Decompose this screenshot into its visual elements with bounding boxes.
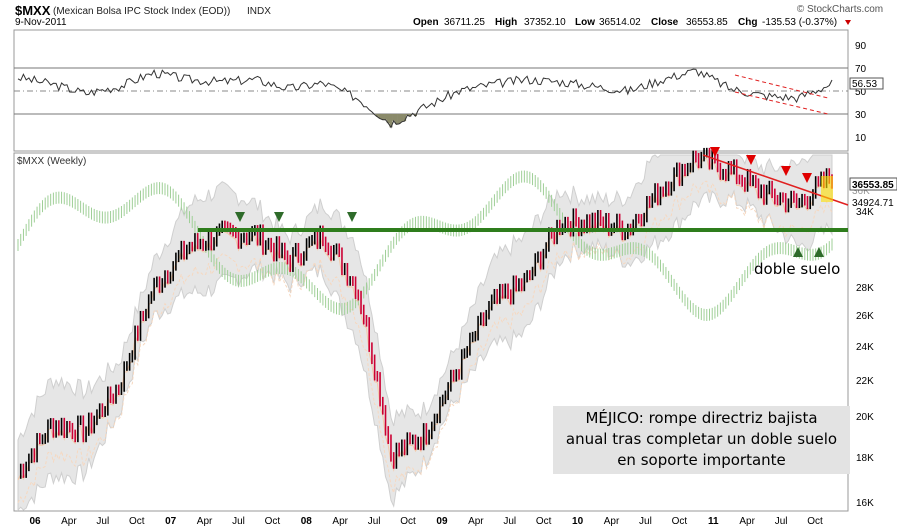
x-tick-label: 11 [708,516,719,527]
high-label: High [495,17,517,28]
price-axis: 36K 36553.85 34924.71 34K 28K 26K 24K 22… [849,177,897,509]
x-axis: 06 Apr Jul Oct 07 Apr Jul Oct 08 Apr Jul Oct 09 Apr Ju… [29,516,823,527]
x-tick-label: Apr [739,516,755,527]
price-tick-20k: 20K [856,412,874,423]
x-tick-label: Oct [536,516,552,527]
x-tick-label: Oct [672,516,688,527]
price-tick-16k: 16K [856,498,874,509]
green-arrows [235,212,824,257]
last-price: 36553.85 [852,180,894,191]
x-tick-label: 09 [436,516,448,527]
red-arrow-down [710,147,720,157]
x-tick-label: Jul [775,516,788,527]
high-value: 37352.10 [524,17,566,28]
low-value: 36514.02 [599,17,641,28]
relative-strength-series [17,170,833,321]
double-bottom-label: doble suelo [754,260,840,278]
price-tick-28k: 28K [856,283,874,294]
green-arrow-down [347,212,357,222]
x-tick-label: 07 [165,516,177,527]
x-tick-label: Oct [265,516,281,527]
red-arrows [710,147,812,183]
rsi-last-value-box [849,77,884,90]
brand-label: © StockCharts.com [797,4,883,15]
ref-price: 34924.71 [852,198,894,209]
green-arrow-up [793,247,803,257]
quote-line: Open 36711.25 High 37352.10 Low 36514.02… [413,17,851,28]
moving-average-lower [17,180,833,503]
rsi-axis: 90 70 50 30 10 56.53 [849,41,884,144]
price-tick-34k: 34K [856,207,874,218]
annotation-line-3: en soporte importante [617,451,786,469]
red-arrow-down [781,166,791,176]
x-tick-label: Jul [232,516,245,527]
low-label: Low [575,17,595,28]
x-tick-label: Apr [604,516,620,527]
rsi-line [17,68,833,129]
price-panel-title: $MXX (Weekly) [17,156,86,167]
x-tick-label: Apr [468,516,484,527]
annotation-note: MÉJICO: rompe directriz bajista anual tr… [553,406,850,474]
price-tick-22k: 22K [856,376,874,387]
annotation-line-1: MÉJICO: rompe directriz bajista [585,409,818,427]
x-tick-label: Apr [197,516,213,527]
price-tick-36k: 36K [852,186,870,197]
date-label: 9-Nov-2011 [15,17,67,28]
green-arrow-up [814,247,824,257]
chg-value: -135.53 (-0.37%) [762,17,837,28]
bollinger-band [17,153,833,512]
x-tick-label: Apr [61,516,77,527]
x-tick-label: Oct [400,516,416,527]
rsi-tick-10: 10 [855,133,867,144]
x-tick-label: 06 [29,516,41,527]
rsi-tick-50: 50 [855,87,867,98]
x-tick-label: Jul [96,516,109,527]
exchange-label: INDX [247,6,271,17]
red-arrow-down [802,173,812,183]
x-tick-label: Oct [807,516,823,527]
rsi-last-value: 56.53 [852,79,877,90]
x-tick-label: Jul [639,516,652,527]
green-arrow-down [274,212,284,222]
rsi-tick-30: 30 [855,110,867,121]
last-price-box [849,177,897,191]
index-name: (Mexican Bolsa IPC Stock Index (EOD)) [53,6,230,17]
chg-down-triangle [845,20,851,25]
rsi-tick-70: 70 [855,64,867,75]
x-tick-label: Jul [503,516,516,527]
price-tick-24k: 24K [856,342,874,353]
x-tick-label: Apr [332,516,348,527]
symbol-label: $MXX [15,3,51,18]
rsi-tick-90: 90 [855,41,867,52]
x-tick-label: 08 [301,516,313,527]
rsi-trend-upper [734,74,829,99]
annotation-line-2: anual tras completar un doble suelo [565,430,838,448]
rsi-trend-lower [734,91,829,115]
close-value: 36553.85 [686,17,728,28]
open-label: Open [413,17,439,28]
close-label: Close [651,17,679,28]
green-arrow-down [235,212,245,222]
x-tick-label: Oct [129,516,145,527]
x-tick-label: 10 [572,516,584,527]
red-arrow-down [746,155,756,165]
breakout-highlight [821,176,833,202]
price-tick-26k: 26K [856,311,874,322]
price-tick-18k: 18K [856,453,874,464]
chg-label: Chg [738,17,757,28]
open-value: 36711.25 [444,17,485,28]
x-tick-label: Jul [368,516,381,527]
